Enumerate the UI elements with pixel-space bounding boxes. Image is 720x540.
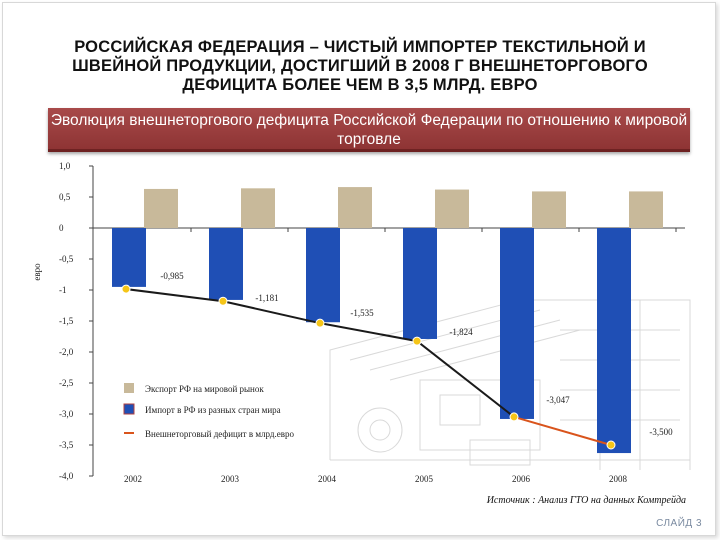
import-bar (306, 228, 340, 323)
chart-subtitle: Эволюция внешнеторгового дефицита Россий… (50, 112, 688, 148)
chart-subtitle-banner: Эволюция внешнеторгового дефицита Россий… (48, 108, 690, 152)
x-category-label: 2004 (318, 474, 337, 484)
deficit-data-label: -1,824 (449, 327, 473, 337)
legend-label-import: Импорт в РФ из разных стран мира (145, 405, 281, 415)
source-note: Источник : Анализ ГТО на данных Комтрейд… (486, 495, 686, 506)
deficit-line-segment (222, 300, 321, 325)
deficit-point (606, 440, 616, 450)
y-tick-label: -0,5 (59, 254, 74, 264)
import-bar (500, 228, 534, 419)
deficit-point (121, 284, 131, 294)
export-bar (144, 188, 178, 228)
deficit-point (509, 412, 519, 422)
y-tick-label: -3,0 (59, 409, 74, 419)
export-bar (435, 189, 469, 228)
y-tick-label: -4,0 (59, 471, 74, 481)
deficit-line-segment (319, 322, 418, 343)
legend-swatch-export (124, 383, 134, 393)
y-tick-label: -2,0 (59, 347, 74, 357)
deficit-data-label: -1,535 (350, 308, 374, 318)
y-tick-label: -1 (59, 285, 67, 295)
slide-number: СЛАЙД 3 (656, 518, 702, 529)
legend-label-export: Экспорт РФ на мировой рынок (145, 384, 264, 394)
deficit-data-label: -3,047 (546, 395, 570, 405)
import-bar (209, 228, 243, 300)
deficit-data-label: -0,985 (160, 271, 184, 281)
y-tick-label: 0 (59, 223, 64, 233)
import-bar (403, 228, 437, 339)
y-tick-label: -2,5 (59, 378, 74, 388)
page-title: РОССИЙСКАЯ ФЕДЕРАЦИЯ – ЧИСТЫЙ ИМПОРТЕР Т… (72, 38, 648, 94)
x-category-label: 2005 (415, 474, 434, 484)
x-category-label: 2002 (124, 474, 142, 484)
import-bar (597, 228, 631, 454)
y-tick-label: -3,5 (59, 440, 74, 450)
export-bar (532, 191, 566, 228)
x-category-label: 2003 (221, 474, 240, 484)
deficit-data-label: -1,181 (255, 293, 278, 303)
x-category-label: 2006 (512, 474, 531, 484)
deficit-line-segment (416, 340, 515, 418)
y-tick-label: 1,0 (59, 161, 71, 171)
y-tick-label: 0,5 (59, 192, 71, 202)
deficit-data-label: -3,500 (649, 427, 673, 437)
export-bar (241, 188, 275, 228)
y-tick-label: -1,5 (59, 316, 74, 326)
deficit-line-segment (125, 288, 224, 303)
export-bar (629, 191, 663, 228)
y-axis-label: евро (32, 263, 42, 281)
deficit-point (218, 296, 228, 306)
deficit-line-segment (513, 415, 612, 446)
legend-swatch-import (123, 403, 135, 415)
export-bar (338, 187, 372, 228)
deficit-point (412, 336, 422, 346)
deficit-point (315, 318, 325, 328)
import-bar (112, 228, 146, 287)
x-category-label: 2008 (609, 474, 628, 484)
legend-label-deficit: Внешнеторговый дефицит в млрд.евро (145, 429, 294, 439)
